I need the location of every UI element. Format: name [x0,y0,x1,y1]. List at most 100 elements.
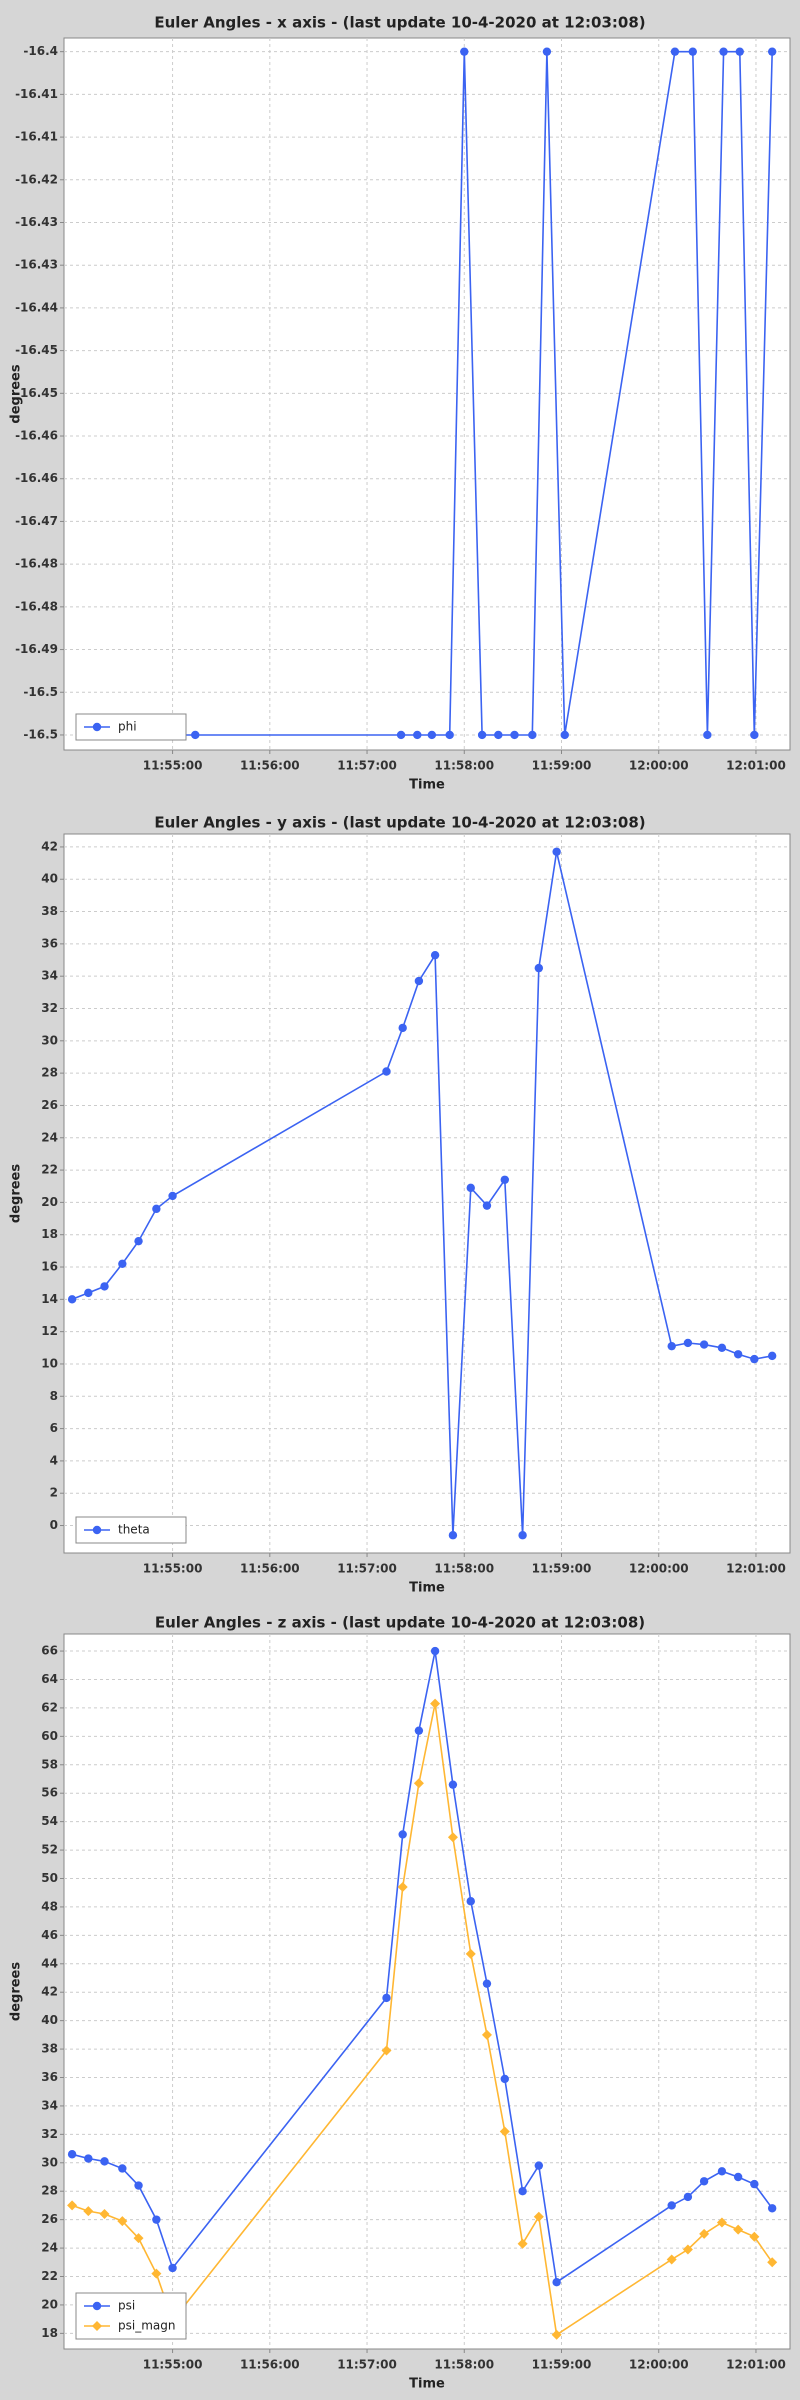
data-point [481,2029,492,2040]
legend-label: theta [118,1523,150,1537]
x-tick-label: 11:57:00 [337,2358,397,2372]
data-point [517,2238,528,2249]
data-point [67,2150,77,2159]
x-tick-label: 11:55:00 [143,1562,203,1576]
y-tick-label: 38 [41,904,58,918]
data-point [682,2244,693,2255]
y-tick-label: -16.48 [15,599,58,613]
data-point [168,1191,177,1201]
data-point [83,2206,94,2217]
y-tick-label: 16 [41,1260,58,1274]
y-tick-label: 2 [50,1486,58,1500]
x-tick-label: 12:00:00 [629,2358,689,2372]
data-point [67,1295,77,1304]
data-point [482,1201,492,1210]
data-point [413,730,422,740]
data-point [499,2126,510,2137]
x-tick-label: 11:57:00 [337,1562,397,1576]
y-tick-label: 30 [41,2155,58,2169]
data-point [534,963,544,973]
data-point [100,1282,109,1291]
data-point [398,1023,407,1033]
y-tick-label: 32 [41,1001,58,1015]
data-point [716,2217,727,2228]
data-point [670,47,680,56]
data-point [430,950,440,960]
y-tick-label: -16.4 [23,44,58,58]
x-axis-label: Time [409,778,445,793]
data-point [733,2172,743,2182]
data-point [382,1067,391,1076]
data-point [465,1948,476,1959]
data-point [667,1341,676,1351]
y-axis-label: degrees [9,364,24,423]
data-point [151,2268,162,2279]
data-point [750,730,759,740]
y-tick-label: 60 [41,1729,58,1743]
data-point [117,2216,128,2227]
data-point [552,847,561,856]
y-tick-label: 32 [41,2127,58,2141]
data-point [767,47,777,56]
x-axis-label: Time [409,1581,445,1596]
y-tick-label: 66 [41,1644,58,1658]
data-point [414,976,424,986]
y-axis-label: degrees [9,1962,24,2021]
data-point [733,1350,743,1359]
plot-area [63,1633,791,2350]
y-tick-label: 8 [50,1389,58,1403]
data-point [518,2187,527,2196]
y-tick-label: 50 [41,1871,58,1885]
x-tick-label: 12:01:00 [726,2358,786,2372]
y-tick-label: 44 [41,1956,58,1970]
data-point [719,47,728,56]
y-tick-label: 34 [41,969,58,983]
y-tick-label: 52 [41,1843,58,1857]
y-tick-label: -16.46 [15,471,58,485]
y-tick-label: 36 [41,936,58,950]
y-tick-label: 12 [41,1324,58,1338]
chart: Euler Angles - x axis - (last update 10-… [0,0,800,800]
x-tick-label: 12:00:00 [629,1562,689,1576]
y-tick-label: -16.5 [23,685,58,699]
data-point [382,1993,391,2003]
plot-area [63,37,791,751]
y-tick-label: 18 [41,2326,58,2340]
y-axis-label: degrees [9,1164,24,1223]
data-point [767,2204,777,2213]
y-tick-label: 22 [41,2269,58,2283]
y-tick-label: -16.43 [15,258,58,272]
data-point [750,2179,759,2189]
data-point [703,730,712,740]
data-point [749,2231,760,2242]
data-point [152,1204,161,1214]
data-point [750,1354,759,1364]
data-point [460,47,469,56]
x-tick-label: 12:00:00 [629,759,689,773]
data-point [84,2154,93,2163]
data-point [152,2215,161,2224]
x-tick-label: 11:59:00 [532,759,592,773]
data-point [510,730,519,740]
data-point [767,2257,778,2268]
x-axis-label: Time [409,2377,445,2392]
data-point [133,2233,144,2244]
data-point [735,47,744,56]
y-tick-label: -16.46 [15,429,58,443]
data-point [134,1236,143,1246]
data-point [430,1646,440,1656]
y-tick-label: 14 [41,1292,58,1306]
y-tick-label: 48 [41,1899,58,1913]
data-point [482,1979,492,1988]
data-point [534,2161,544,2170]
x-tick-label: 12:01:00 [726,759,786,773]
y-tick-label: -16.48 [15,557,58,571]
y-tick-label: -16.43 [15,215,58,229]
data-point [518,1531,527,1540]
data-point [542,47,552,56]
y-tick-label: 26 [41,1098,58,1112]
data-point [666,2254,677,2265]
legend-marker [92,2321,102,2331]
